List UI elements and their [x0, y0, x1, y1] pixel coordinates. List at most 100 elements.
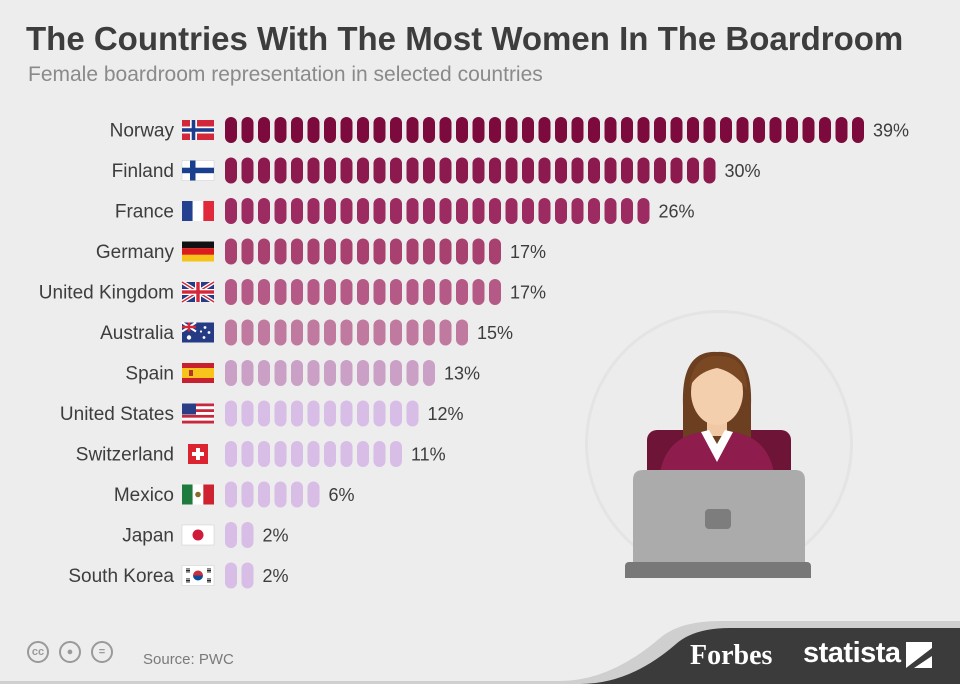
forbes-logo: Forbes	[690, 640, 773, 671]
bar-unit	[406, 117, 419, 143]
bar-unit	[670, 117, 683, 143]
bar-unit	[571, 117, 584, 143]
bar-unit	[324, 319, 336, 346]
bar-unit	[324, 279, 336, 305]
bar-unit	[340, 238, 353, 265]
bar-unit	[390, 279, 402, 305]
bar-unit	[439, 157, 452, 184]
value-label: 17%	[510, 283, 546, 303]
bar-spain	[225, 360, 435, 386]
bar-unit	[423, 238, 435, 265]
bar-unit	[588, 117, 600, 143]
bar-unit	[472, 157, 485, 184]
bar-unit	[687, 117, 699, 143]
bar-unit	[538, 198, 551, 224]
bar-unit	[423, 157, 435, 184]
bar-unit	[373, 360, 386, 386]
bar-unit	[456, 279, 468, 305]
bar-unit	[555, 117, 567, 143]
bar-unit	[307, 481, 320, 508]
bar-row: Norway 39%	[110, 117, 909, 143]
bar-unit	[225, 198, 237, 224]
bar-unit	[390, 400, 402, 427]
country-label: Australia	[100, 323, 174, 344]
bar-unit	[604, 198, 617, 224]
bar-unit	[357, 441, 369, 467]
bar-unit	[456, 238, 468, 265]
no-derivatives-icon: =	[91, 641, 113, 663]
bar-unit	[241, 400, 254, 427]
bar-unit	[390, 198, 402, 224]
bar-unit	[736, 117, 749, 143]
bar-row: Japan 2%	[122, 522, 289, 548]
bar-unit	[588, 198, 600, 224]
bar-unit	[307, 157, 320, 184]
bar-unit	[241, 522, 254, 548]
bar-row: Spain 13%	[125, 360, 480, 386]
value-label: 17%	[510, 242, 546, 262]
bar-unit	[472, 238, 485, 265]
bar-unit	[225, 117, 237, 143]
bar-unit	[274, 117, 287, 143]
bar-unit	[324, 441, 336, 467]
value-label: 30%	[725, 161, 761, 181]
bar-unit	[291, 319, 303, 346]
bar-united-states	[225, 400, 419, 427]
bar-unit	[703, 157, 716, 184]
bar-unit	[439, 279, 452, 305]
bar-unit	[274, 279, 287, 305]
bar-unit	[241, 279, 254, 305]
bar-japan	[225, 522, 254, 548]
bar-unit	[505, 198, 518, 224]
bar-unit	[489, 279, 501, 305]
switzerland-flag-icon	[188, 444, 208, 464]
bar-row: Switzerland 11%	[76, 441, 446, 467]
bar-unit	[835, 117, 848, 143]
bar-unit	[274, 319, 287, 346]
bar-unit	[324, 400, 336, 427]
country-label: United Kingdom	[39, 283, 174, 304]
bar-unit	[357, 319, 369, 346]
bar-finland	[225, 157, 716, 184]
bar-unit	[225, 279, 237, 305]
bar-unit	[390, 441, 402, 467]
bar-row: Finland 30%	[112, 157, 761, 184]
bar-row: South Korea 2%	[68, 562, 289, 589]
bar-unit	[357, 238, 369, 265]
bar-united-kingdom	[225, 279, 501, 305]
country-label: South Korea	[68, 566, 174, 587]
cc-icon: cc	[27, 641, 49, 663]
bar-unit	[241, 117, 254, 143]
bar-unit	[274, 157, 287, 184]
bar-unit	[258, 360, 270, 386]
bar-unit	[637, 157, 650, 184]
usa-flag-icon	[182, 403, 214, 424]
bar-row: United States 12%	[60, 400, 464, 427]
bar-unit	[340, 117, 353, 143]
bar-unit	[225, 319, 237, 346]
bar-unit	[357, 279, 369, 305]
bar-unit	[373, 279, 386, 305]
bar-unit	[472, 279, 485, 305]
bar-row: Mexico 6%	[114, 481, 355, 508]
bar-unit	[340, 400, 353, 427]
bar-unit	[489, 198, 501, 224]
bar-unit	[406, 279, 419, 305]
bar-unit	[604, 157, 617, 184]
value-label: 2%	[263, 566, 289, 586]
source-label: Source: PWC	[143, 651, 234, 668]
bar-unit	[720, 117, 732, 143]
bar-unit	[423, 319, 435, 346]
bar-unit	[373, 157, 386, 184]
bar-unit	[390, 319, 402, 346]
bar-unit	[225, 522, 237, 548]
bar-unit	[274, 198, 287, 224]
bar-unit	[307, 319, 320, 346]
bar-unit	[406, 400, 419, 427]
bar-unit	[406, 319, 419, 346]
bar-unit	[357, 400, 369, 427]
bar-unit	[753, 117, 765, 143]
bar-unit	[307, 441, 320, 467]
bar-unit	[324, 198, 336, 224]
bar-unit	[456, 157, 468, 184]
